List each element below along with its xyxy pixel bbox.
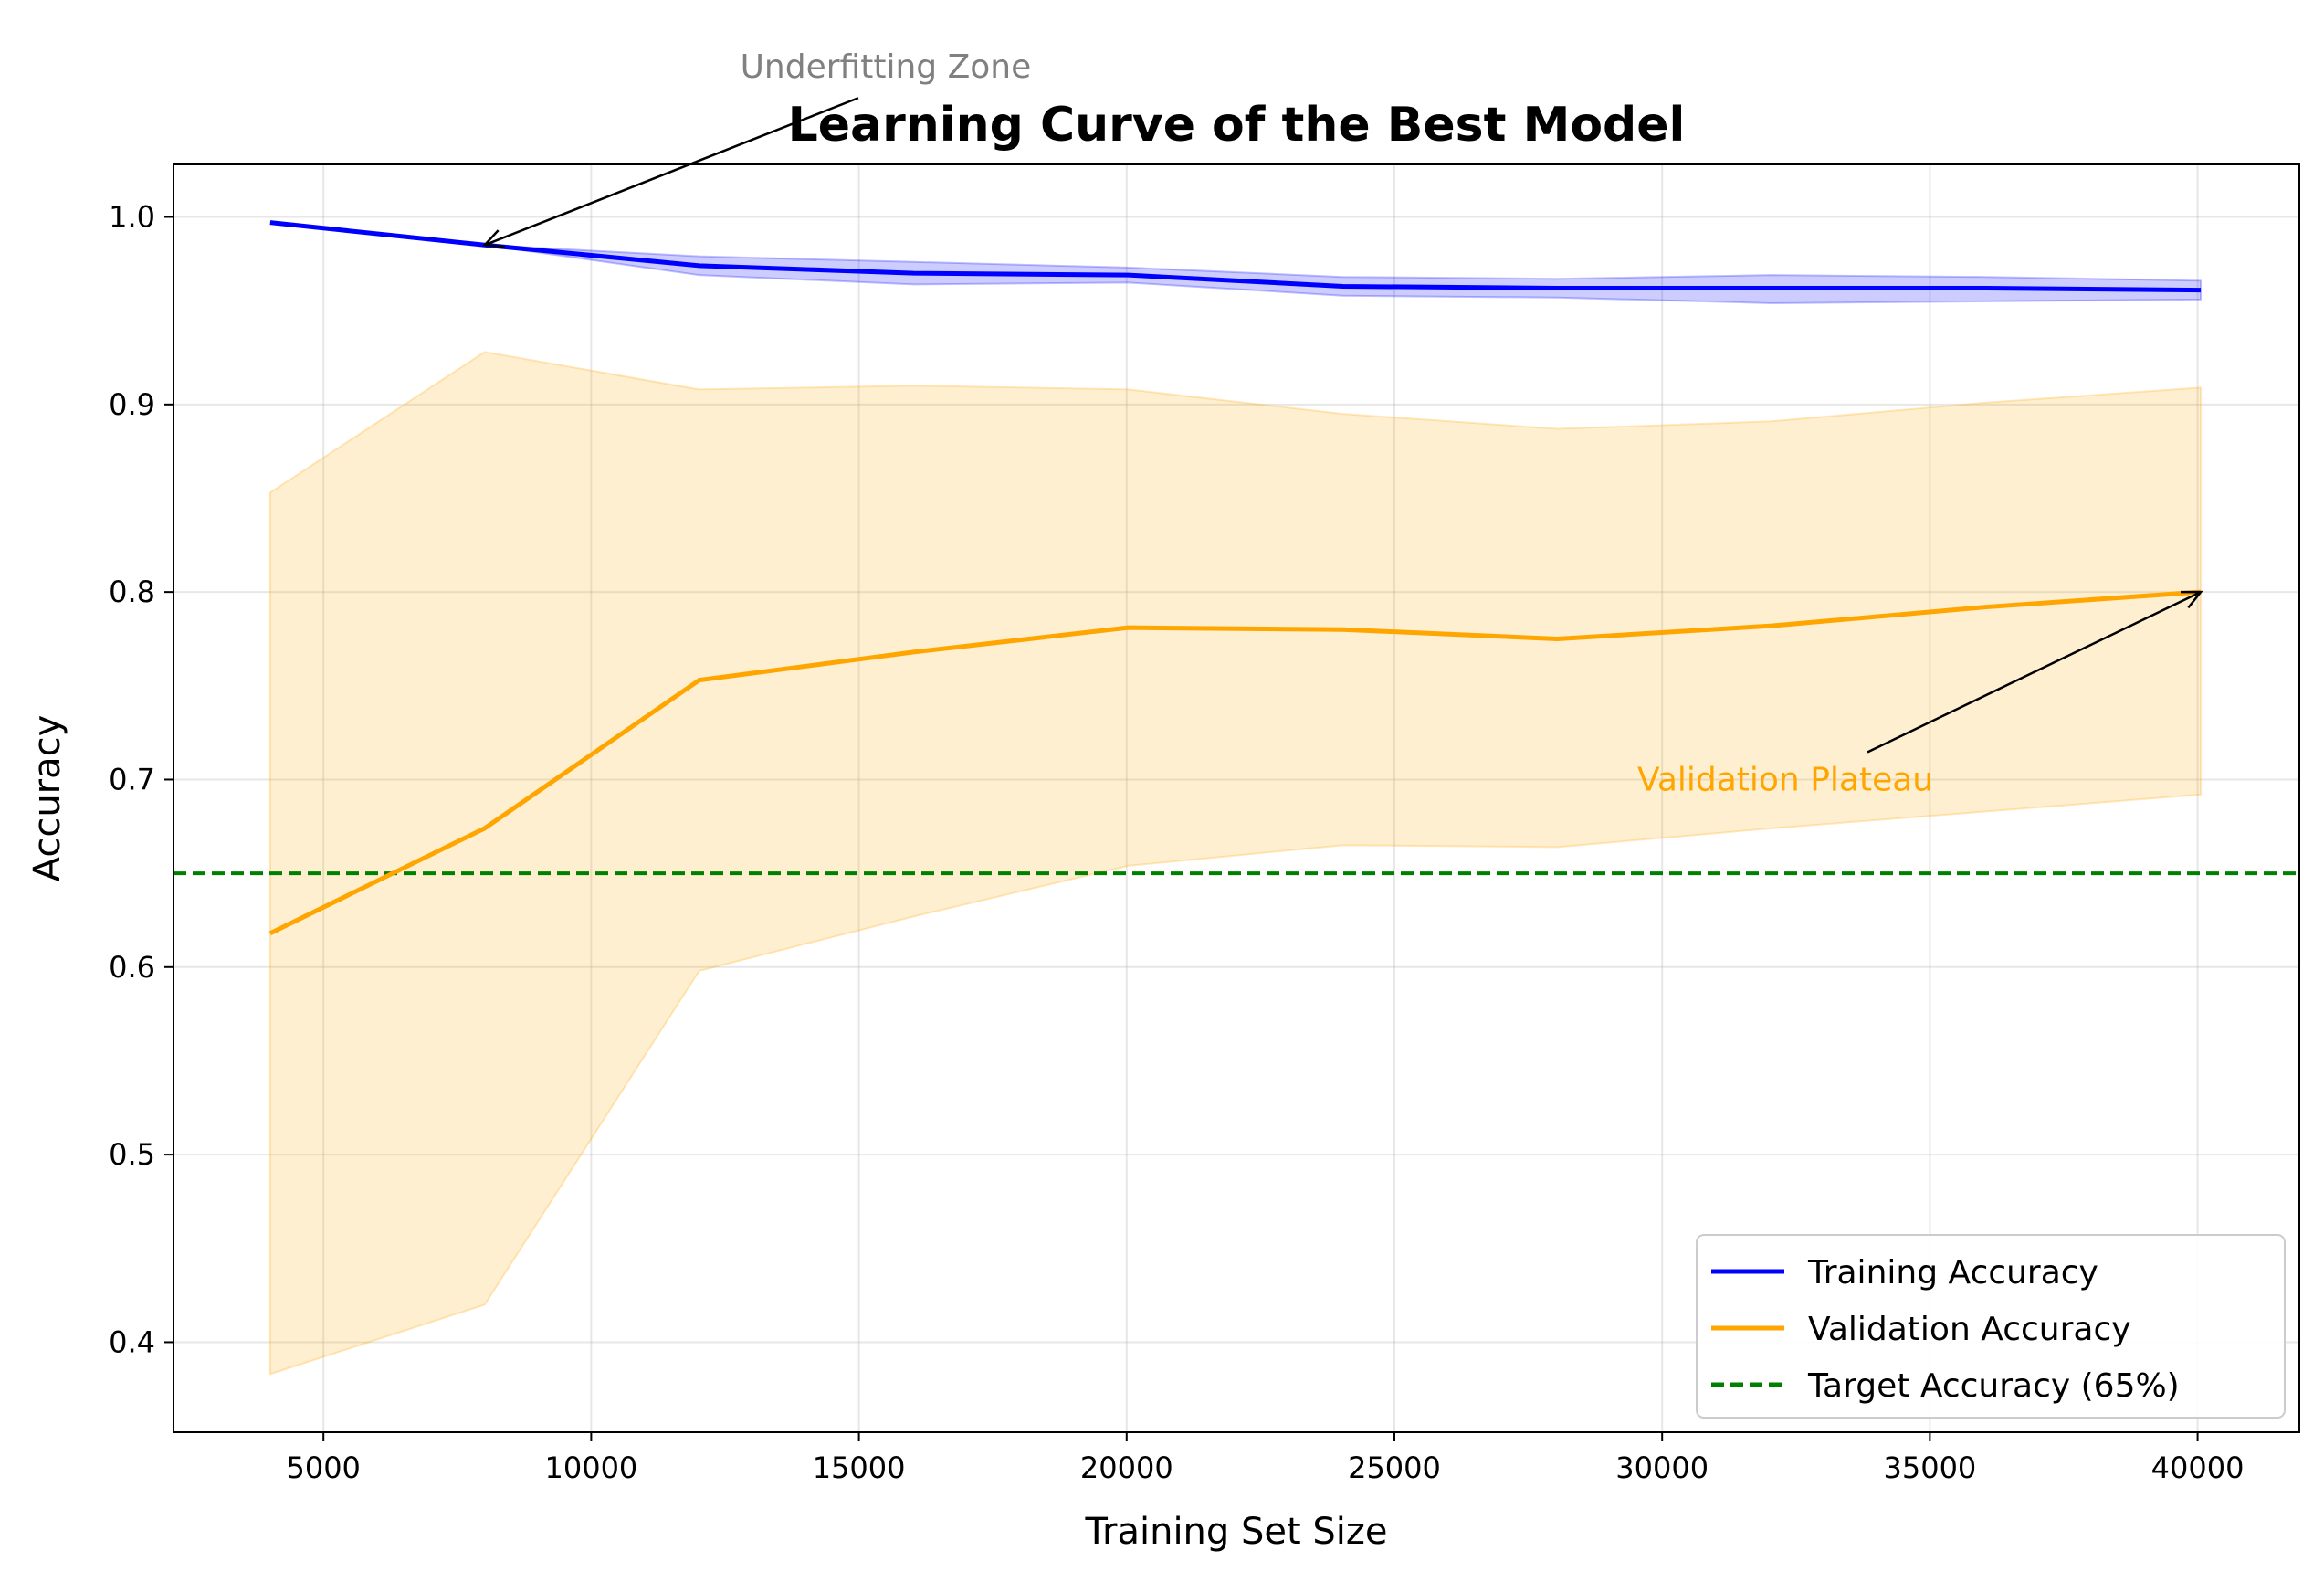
x-tick-label: 5000 — [286, 1450, 360, 1485]
y-tick-label: 0.9 — [109, 387, 155, 422]
legend-entry-label: Validation Accuracy — [1808, 1311, 2131, 1348]
y-tick-label: 0.8 — [109, 575, 155, 609]
validation-accuracy-line — [268, 589, 2202, 936]
y-tick-label: 0.4 — [109, 1324, 155, 1359]
x-tick-label: 40000 — [2151, 1450, 2245, 1485]
x-tick-label: 10000 — [544, 1450, 637, 1485]
legend-entry-label: Target Accuracy (65%) — [1807, 1367, 2180, 1405]
annotations: Underfitting Zone Validation Plateau — [482, 48, 2203, 798]
annotation-arrow-head — [2181, 590, 2203, 609]
y-tick-label: 1.0 — [109, 199, 155, 234]
confidence-band-validation — [268, 351, 2203, 1376]
x-axis-label: Training Set Size — [1084, 1511, 1387, 1553]
validation-plateau-annotation: Validation Plateau — [1637, 761, 1933, 798]
legend-box — [1696, 1234, 2286, 1419]
y-axis-label: Accuracy — [26, 715, 68, 882]
legend-entry-label: Training Accuracy — [1807, 1254, 2098, 1292]
y-tick-label: 0.5 — [109, 1137, 155, 1172]
series-lines — [268, 220, 2202, 936]
x-tick-label: 35000 — [1883, 1450, 1976, 1485]
x-tick-label: 25000 — [1348, 1450, 1441, 1485]
annotation-arrow-shaft — [1867, 591, 2202, 754]
legend: Training Accuracy Validation Accuracy Targ… — [1696, 1234, 2286, 1419]
annotation-arrow-shaft — [484, 97, 859, 247]
training-accuracy-line — [269, 220, 2202, 293]
underfitting-zone-annotation: Underfitting Zone — [741, 48, 1032, 86]
grid-layer — [174, 164, 2299, 1432]
annotation-arrow-head — [482, 229, 505, 248]
x-tick-label: 30000 — [1615, 1450, 1709, 1485]
y-tick-label: 0.6 — [109, 950, 155, 985]
axis-ticks: 5000 10000 15000 20000 25000 30000 35000 40000 0… — [109, 199, 2244, 1485]
chart-title: Learning Curve of the Best Model — [788, 98, 1686, 153]
x-tick-label: 20000 — [1080, 1450, 1173, 1485]
plot-frame — [173, 163, 2300, 1433]
x-tick-label: 15000 — [813, 1450, 906, 1485]
y-tick-label: 0.7 — [109, 762, 155, 796]
